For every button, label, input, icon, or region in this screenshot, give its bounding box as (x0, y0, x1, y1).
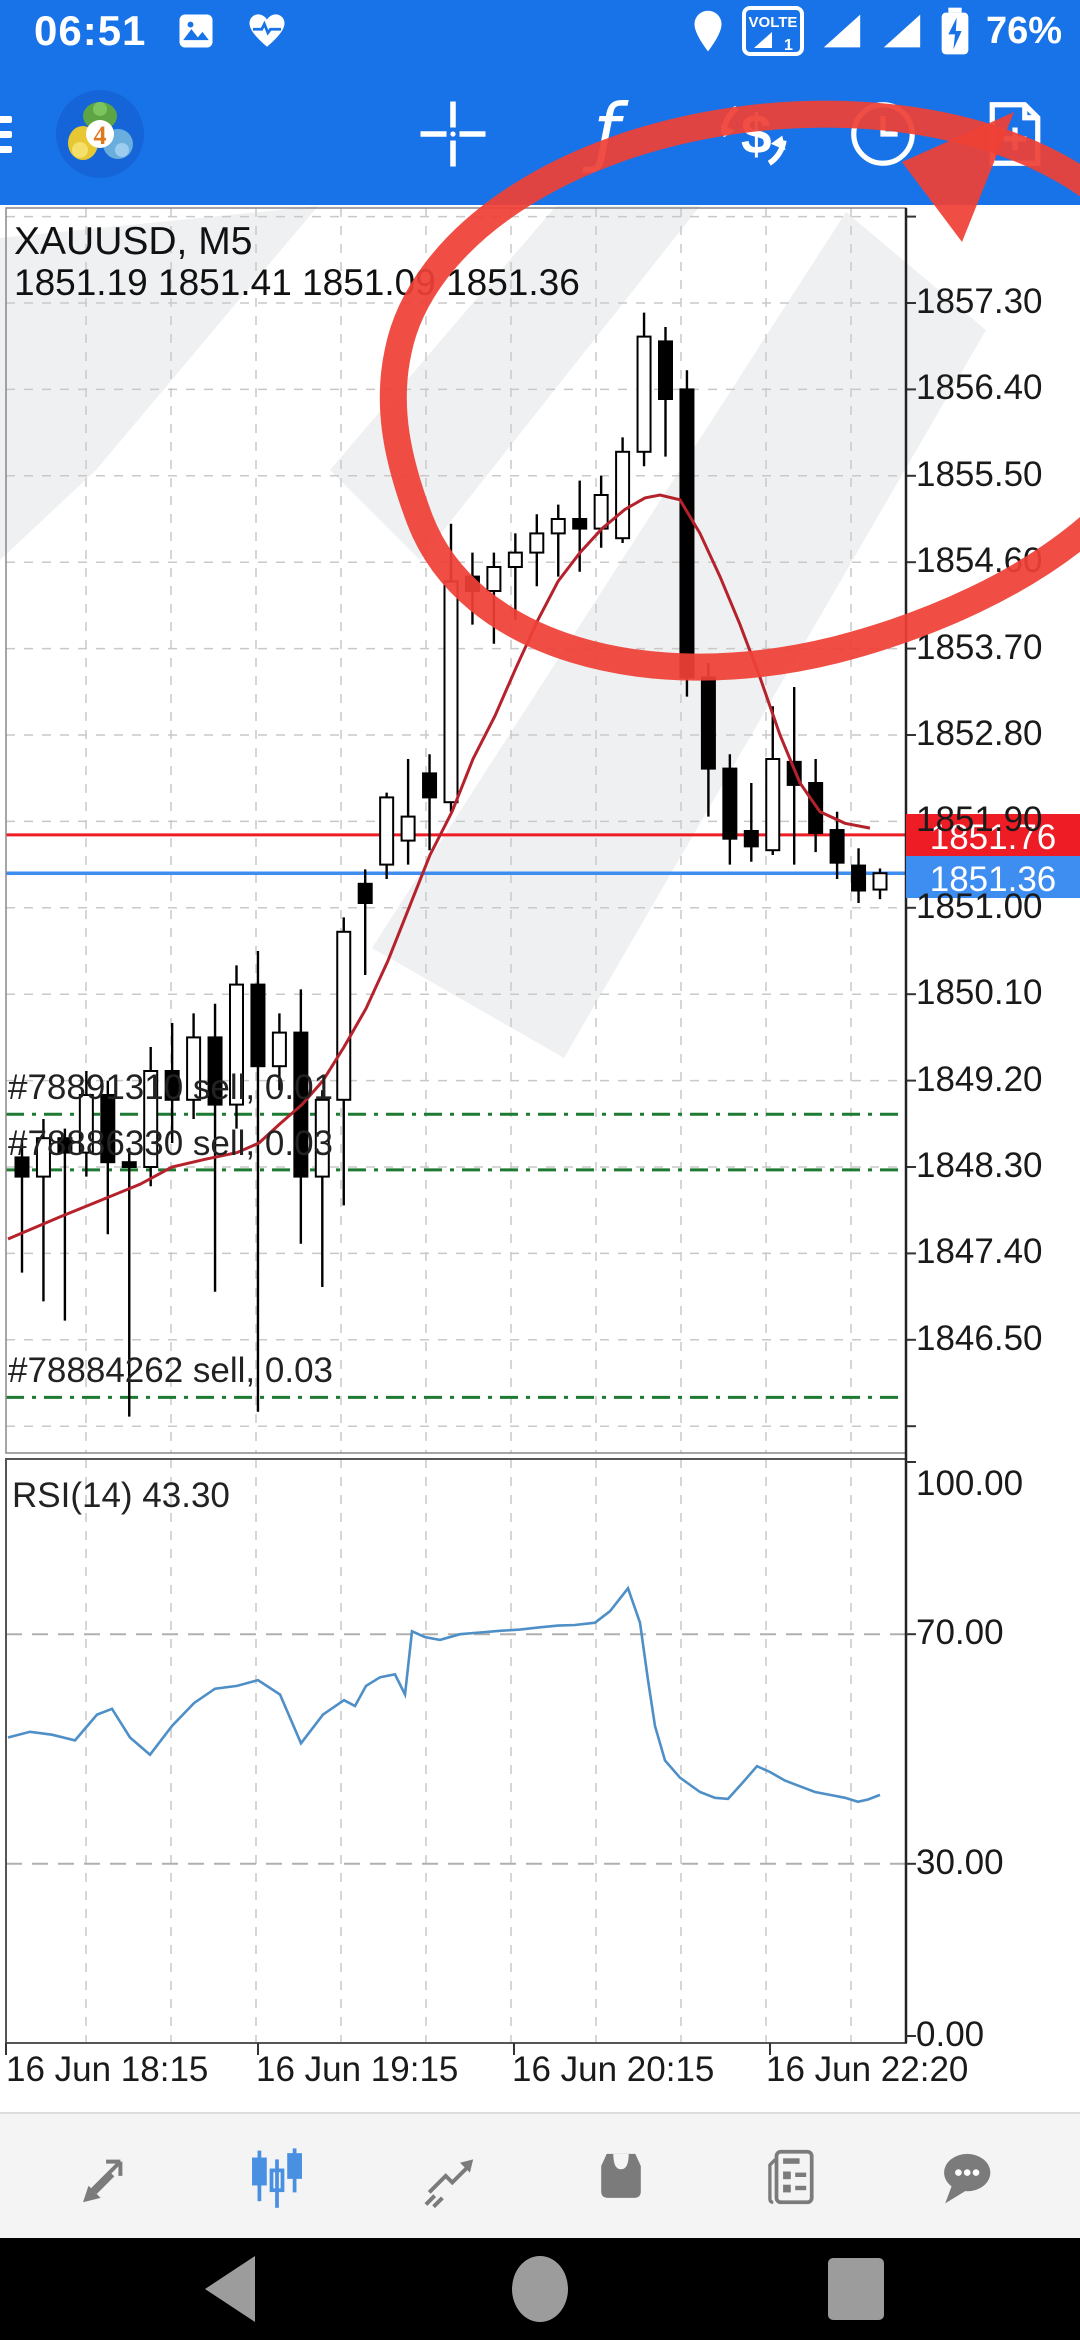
svg-text:VOLTE: VOLTE (748, 14, 797, 31)
health-heart-icon (246, 10, 288, 52)
quotes-tab-icon[interactable] (72, 2144, 138, 2210)
app-logo[interactable]: 4 (52, 86, 148, 182)
svg-text:$: $ (741, 103, 772, 165)
svg-text:ƒ: ƒ (582, 95, 629, 173)
nav-recents-icon[interactable] (828, 2258, 884, 2320)
nav-back-icon[interactable] (205, 2256, 255, 2322)
bottom-toolbar (0, 2112, 1080, 2240)
svg-text:1: 1 (784, 37, 793, 54)
volte-badge-icon: VOLTE 1 (741, 6, 804, 56)
price-chart-area[interactable] (0, 205, 1080, 2112)
status-time: 06:51 (34, 7, 147, 54)
messages-tab-icon[interactable] (932, 2144, 998, 2210)
trade-dollar-icon[interactable]: $ (714, 95, 792, 173)
signal-sim2-icon (880, 11, 924, 51)
app-toolbar: 4 ƒ $ (0, 62, 1080, 205)
new-chart-icon[interactable] (976, 95, 1054, 173)
nav-home-icon[interactable] (512, 2256, 568, 2322)
trade-tab-icon[interactable] (416, 2144, 482, 2210)
battery-percent: 76% (985, 9, 1062, 52)
gallery-notification-icon (174, 9, 218, 53)
battery-charging-icon (940, 6, 970, 56)
menu-icon[interactable] (0, 106, 42, 162)
news-tab-icon[interactable] (760, 2144, 826, 2210)
signal-sim1-icon (820, 11, 864, 51)
crosshair-icon[interactable] (414, 95, 492, 173)
history-clock-icon[interactable] (844, 95, 922, 173)
android-nav-bar (0, 2238, 1080, 2340)
history-tab-icon[interactable] (588, 2144, 654, 2210)
indicators-f-icon[interactable]: ƒ (568, 95, 646, 173)
location-pin-icon (690, 9, 726, 53)
status-bar: 06:51 VOLTE 1 76% (0, 0, 1080, 62)
charts-tab-icon[interactable] (244, 2144, 310, 2210)
svg-text:4: 4 (94, 121, 107, 150)
